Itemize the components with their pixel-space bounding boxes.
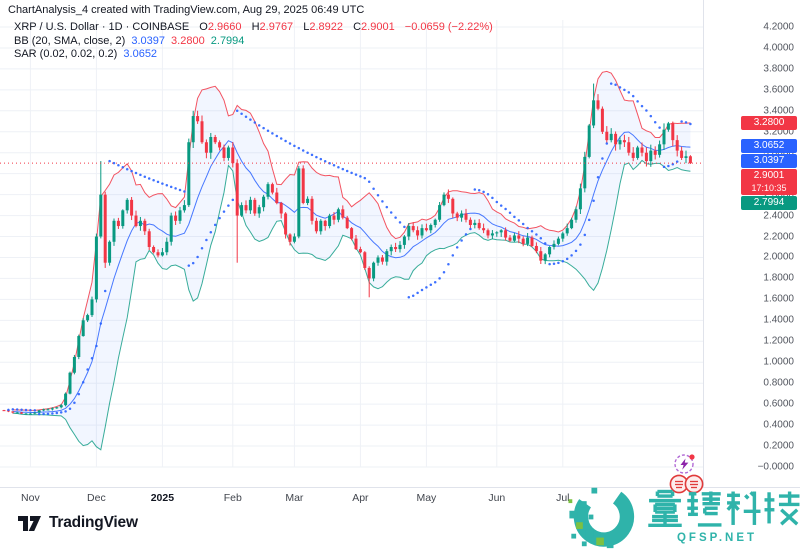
red-coin-badges-icon[interactable] [669,474,705,494]
price-tick: 2.2000 [763,231,794,243]
price-tick: 1.4000 [763,314,794,326]
ohlc-low-value: 2.8922 [309,21,344,33]
price-tick: −0.0000 [757,461,794,473]
watermark-text [648,489,800,528]
ohlc-close-label: C [353,21,362,33]
price-tick: 1.0000 [763,356,794,368]
bb-basis-value: 3.0397 [131,34,165,47]
price-tick: 2.0000 [763,251,794,263]
tradingview-logo-icon [18,515,41,531]
time-tick-may: May [416,492,437,504]
candlestick-chart-pane[interactable] [0,0,703,487]
watermark-subtext: QFSP.NET [676,532,758,544]
time-tick-2025: 2025 [150,492,175,504]
price-tick: 3.4000 [763,105,794,117]
price-tick: 1.2000 [763,335,794,347]
price-tick: 2.4000 [763,210,794,222]
time-tick-feb: Feb [223,492,242,504]
price-tick: 1.6000 [763,293,794,305]
ohlc-open-label: O [199,21,208,33]
bb-upper-badge[interactable]: 3.2800 [741,116,797,131]
ohlc-low-label: L [303,21,310,33]
watermark-logo-icon [568,486,635,549]
chart-export-title: ChartAnalysis_4 created with TradingView… [8,4,365,16]
sar-value: 3.0652 [123,48,158,60]
bb-upper-value: 3.2800 [171,34,205,47]
ohlc-high-label: H [251,21,260,33]
price-tick: 0.2000 [763,440,794,452]
price-tick: 0.6000 [763,398,794,410]
ohlc-close-value: 2.9001 [361,21,395,33]
time-tick-mar: Mar [285,492,304,504]
watermark: QFSP.NET [566,482,800,551]
symbol-title[interactable]: XRP / U.S. Dollar · 1D · COINBASE [14,21,190,33]
price-tick: 3.6000 [763,84,794,96]
price-tick: 3.8000 [763,63,794,75]
ohlc-high-value: 2.9767 [259,21,294,33]
tradingview-logo[interactable]: TradingView [18,514,138,532]
price-tick: 0.4000 [763,419,794,431]
last-price-badge[interactable]: 2.9001 17:10:35 [741,168,797,195]
price-tick: 0.8000 [763,377,794,389]
legend: XRP / U.S. Dollar · 1D · COINBASE O2.966… [14,21,493,62]
tradingview-logo-text: TradingView [49,514,138,531]
price-tick: 3.2000 [763,126,794,138]
time-tick-nov: Nov [21,492,40,504]
sar-badge[interactable]: 3.0652 [741,138,797,153]
price-axis[interactable]: 4.20004.00003.80003.60003.40003.20003.00… [703,0,800,487]
time-tick-jul: Jul [556,492,570,504]
bb-label[interactable]: BB (20, SMA, close, 2) [14,34,126,47]
price-tick: 4.2000 [763,21,794,33]
time-tick-dec: Dec [87,492,106,504]
time-tick-jun: Jun [488,492,506,504]
sar-label[interactable]: SAR (0.02, 0.02, 0.2) [14,48,118,60]
bb-lower-value: 2.7994 [210,34,245,47]
time-axis[interactable]: Nov Dec 2025 Feb Mar Apr May Jun Jul [0,487,800,510]
ohlc-open-value: 2.9660 [207,21,242,33]
symbol-legend-row[interactable]: XRP / U.S. Dollar · 1D · COINBASE O2.966… [14,21,493,35]
lightning-icon[interactable] [673,452,697,476]
bb-lower-badge[interactable]: 2.7994 [741,195,797,210]
change-value: −0.0659 (−2.22%) [404,21,493,33]
bb-legend-row[interactable]: BB (20, SMA, close, 2) 3.0397 3.2800 2.7… [14,35,493,49]
bb-basis-badge[interactable]: 3.0397 [741,153,797,168]
price-tick: 1.8000 [763,272,794,284]
time-tick-apr: Apr [352,492,369,504]
price-tick: 4.0000 [763,42,794,54]
sar-legend-row[interactable]: SAR (0.02, 0.02, 0.2) 3.0652 [14,48,493,62]
